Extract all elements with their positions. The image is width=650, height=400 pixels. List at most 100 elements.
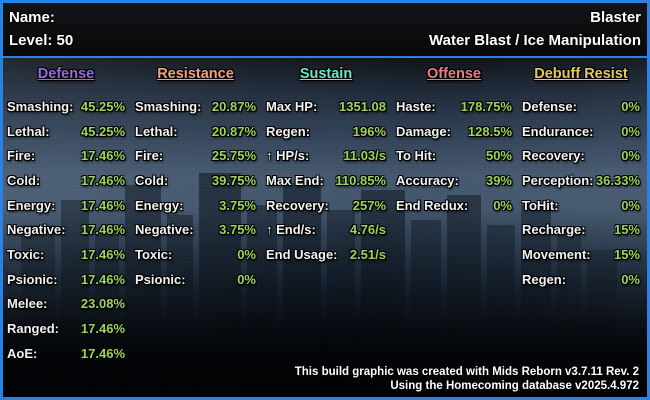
stat-value: 110.85% — [335, 172, 386, 188]
stat-row: Energy: 3.75% — [135, 193, 256, 218]
stat-label: Accuracy: — [396, 172, 459, 188]
stats-panel: Defense Smashing: 45.25% Lethal: 45.25% Fire… — [3, 58, 647, 397]
name-label: Name: — [9, 9, 55, 26]
character-header: Name: Blaster Level: 50 Water Blast / Ic… — [3, 3, 647, 58]
column-rows: Defense: 0% Endurance: 0% Recovery: 0% Percept… — [522, 94, 640, 292]
column-title: Resistance — [157, 66, 234, 82]
column-rows: Smashing: 20.87% Lethal: 20.87% Fire: 25.75% C… — [135, 94, 256, 292]
credits: This build graphic was created with Mids… — [295, 365, 639, 393]
stat-label: End Usage: — [266, 246, 338, 262]
stat-row: Movement: 15% — [522, 242, 640, 267]
stat-row: Lethal: 45.25% — [7, 119, 125, 144]
stat-value: 23.08% — [80, 296, 125, 312]
column-rows: Max HP: 1351.08 Regen: 196% ↑ HP/s: 11.03/s Ma… — [266, 94, 386, 267]
stat-value: 20.87% — [211, 123, 256, 139]
stat-row: Toxic: 17.46% — [7, 242, 125, 267]
stat-label: Smashing: — [135, 98, 202, 114]
stat-label: ToHit: — [522, 197, 559, 213]
stat-value: 50% — [485, 148, 512, 164]
credit-line-1: This build graphic was created with Mids… — [294, 366, 639, 378]
stat-value: 39.75% — [211, 172, 256, 188]
stat-row: Toxic: 0% — [135, 242, 256, 267]
stat-value: 17.46% — [80, 271, 125, 287]
stat-value: 196% — [352, 123, 386, 139]
stat-label: Psionic: — [135, 271, 186, 287]
column-title: Sustain — [299, 66, 353, 82]
stat-row: Recovery: 0% — [522, 143, 640, 168]
stat-value: 0% — [237, 271, 256, 287]
stat-column: Resistance Smashing: 20.87% Lethal: 20.87% F… — [135, 66, 256, 366]
stat-row: Lethal: 20.87% — [135, 119, 256, 144]
stat-label: Recharge: — [522, 222, 586, 238]
stat-value: 0% — [621, 98, 640, 114]
stat-label: Damage: — [396, 123, 451, 139]
stat-value: 3.75% — [219, 222, 256, 238]
stats-columns: Defense Smashing: 45.25% Lethal: 45.25% Fire… — [7, 66, 640, 366]
stat-value: 128.5% — [467, 123, 512, 139]
stat-row: ↑ HP/s: 11.03/s — [266, 143, 386, 168]
stat-value: 0% — [621, 123, 640, 139]
stat-value: 17.46% — [80, 246, 125, 262]
column-title: Defense — [37, 66, 95, 82]
stat-label: To Hit: — [396, 148, 437, 164]
column-rows: Haste: 178.75% Damage: 128.5% To Hit: 50% Accu… — [396, 94, 512, 217]
stat-value: 1351.08 — [339, 98, 386, 114]
stat-column: Sustain Max HP: 1351.08 Regen: 196% ↑ HP/s: 1… — [266, 66, 386, 366]
stat-row: Melee: 23.08% — [7, 292, 125, 317]
stat-value: 0% — [621, 197, 640, 213]
stat-value: 25.75% — [211, 148, 256, 164]
stat-label: Regen: — [522, 271, 567, 287]
stat-label: Lethal: — [135, 123, 178, 139]
stat-row: Recharge: 15% — [522, 217, 640, 242]
archetype-label: Blaster — [590, 9, 641, 26]
stat-row: Smashing: 45.25% — [7, 94, 125, 119]
stat-label: Max End: — [266, 172, 324, 188]
stat-label: Cold: — [7, 172, 41, 188]
stat-label: Lethal: — [7, 123, 50, 139]
stat-label: Movement: — [522, 246, 591, 262]
stat-label: Toxic: — [7, 246, 45, 262]
column-rows: Smashing: 45.25% Lethal: 45.25% Fire: 17.46% C… — [7, 94, 125, 366]
stat-label: Fire: — [135, 148, 164, 164]
stat-row: Smashing: 20.87% — [135, 94, 256, 119]
stat-label: Recovery: — [522, 148, 585, 164]
stat-label: Perception: — [522, 172, 594, 188]
stat-label: AoE: — [7, 345, 38, 361]
stat-value: 17.46% — [80, 148, 125, 164]
stat-value: 20.87% — [211, 98, 256, 114]
stat-label: Negative: — [7, 222, 66, 238]
stat-label: Max HP: — [266, 98, 318, 114]
stat-row: Psionic: 17.46% — [7, 267, 125, 292]
stat-value: 257% — [352, 197, 386, 213]
stat-value: 4.76/s — [349, 222, 386, 238]
stat-row: Energy: 17.46% — [7, 193, 125, 218]
stat-label: End Redux: — [396, 197, 469, 213]
stat-label: Energy: — [7, 197, 56, 213]
stat-row: Cold: 17.46% — [7, 168, 125, 193]
powersets-label: Water Blast / Ice Manipulation — [429, 32, 641, 49]
stat-value: 0% — [621, 148, 640, 164]
stat-value: 3.75% — [219, 197, 256, 213]
stat-label: Defense: — [522, 98, 577, 114]
stat-label: ↑ HP/s: — [266, 148, 310, 164]
stat-value: 17.46% — [80, 321, 125, 337]
stat-label: Psionic: — [7, 271, 58, 287]
stat-value: 0% — [493, 197, 512, 213]
stat-row: ↑ End/s: 4.76/s — [266, 217, 386, 242]
stat-row: Endurance: 0% — [522, 119, 640, 144]
stat-value: 15% — [613, 246, 640, 262]
stat-row: Max End: 110.85% — [266, 168, 386, 193]
stat-label: Haste: — [396, 98, 436, 114]
stat-value: 36.33% — [595, 172, 640, 188]
stat-label: Endurance: — [522, 123, 594, 139]
stat-row: To Hit: 50% — [396, 143, 512, 168]
stat-row: Recovery: 257% — [266, 193, 386, 218]
column-title: Offense — [427, 66, 481, 82]
stat-row: AoE: 17.46% — [7, 341, 125, 366]
stat-label: Smashing: — [7, 98, 74, 114]
credit-line-2: Using the Homecoming database v2025.4.97… — [390, 380, 639, 392]
stat-value: 178.75% — [460, 98, 512, 114]
stat-row: Regen: 196% — [266, 119, 386, 144]
stat-row: Accuracy: 39% — [396, 168, 512, 193]
stat-label: Ranged: — [7, 321, 59, 337]
